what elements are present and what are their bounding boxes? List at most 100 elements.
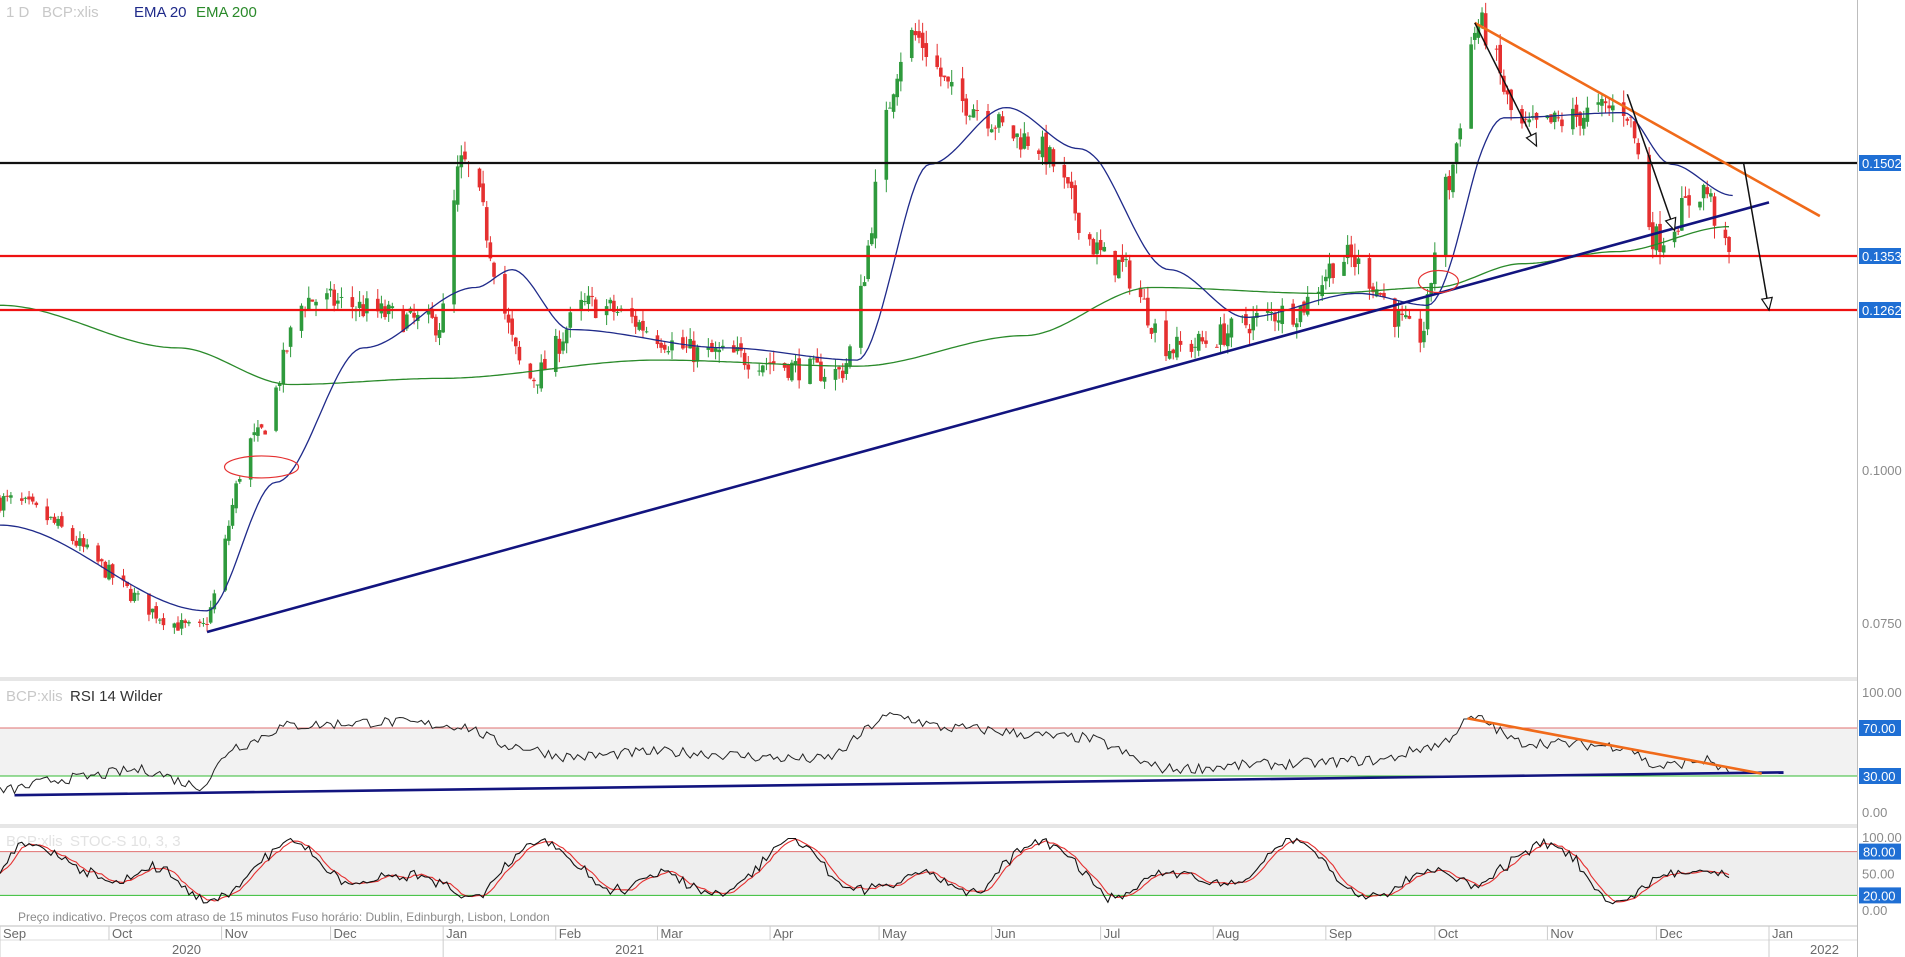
candle-body	[172, 623, 177, 628]
candle-body	[670, 340, 674, 351]
candle-body	[844, 363, 849, 374]
stoch-tick-label: 50.00	[1862, 867, 1895, 882]
candle-body	[899, 61, 903, 82]
candle-body	[583, 301, 587, 303]
candle-body	[85, 544, 89, 548]
candle-body	[1, 496, 6, 511]
ema200-line	[0, 226, 1729, 386]
candle-body	[713, 348, 718, 352]
rsi-panel[interactable]: BCP:xlis RSI 14 Wilder 70.00 30.00 100.00 0…	[0, 685, 1902, 820]
candle-body	[1705, 187, 1710, 195]
price-panel[interactable]: 1 D BCP:xlis EMA 20 EMA 200 0.1502 0.1353…	[0, 2, 1902, 636]
candle-body	[1193, 346, 1197, 348]
candle-body	[1523, 118, 1528, 120]
arrow-head	[1525, 132, 1538, 148]
candle-body	[590, 295, 594, 298]
candle-body	[1625, 118, 1630, 121]
candle-body	[1229, 318, 1234, 338]
candle-body	[357, 301, 362, 308]
candle-body	[208, 607, 213, 623]
footer-note: Preço indicativo. Preços com atraso de 1…	[18, 910, 550, 924]
candle-body	[1200, 337, 1205, 342]
candle-body	[310, 299, 315, 302]
candle-body	[909, 29, 914, 59]
candle-body	[1687, 195, 1691, 206]
panel-separator[interactable]	[0, 677, 1857, 681]
candle-body	[706, 346, 711, 350]
highlight-ellipse[interactable]	[1417, 269, 1460, 294]
candle-body	[288, 327, 293, 347]
candle-body	[1509, 89, 1513, 111]
level-badge	[1859, 155, 1901, 171]
rsi-level-badge	[1859, 720, 1901, 736]
candle-body	[99, 559, 104, 562]
support-trendline[interactable]	[206, 201, 1770, 634]
candle-body	[56, 518, 60, 526]
candle-body	[1015, 133, 1019, 137]
candle-body	[1305, 296, 1310, 315]
candle-body	[633, 315, 638, 327]
x-tick-label: Jan	[446, 926, 467, 941]
candle-body	[1698, 201, 1702, 208]
rsi-resistance-trendline[interactable]	[1467, 717, 1762, 775]
candle-body	[869, 233, 874, 245]
candle-body	[960, 78, 965, 102]
candle-body	[1294, 323, 1299, 328]
candle-body	[1316, 291, 1321, 294]
candle-body	[808, 358, 812, 384]
candle-body	[1327, 263, 1332, 279]
candle-body	[325, 293, 329, 300]
projection-arrow[interactable]	[1626, 93, 1676, 231]
projection-arrow[interactable]	[1742, 162, 1770, 311]
rsi-support-trendline[interactable]	[14, 771, 1784, 797]
candle-body	[426, 310, 431, 315]
candle-body	[1018, 137, 1023, 150]
stochastic-panel[interactable]: BCP:xlis STOC-S 10, 3, 3 Preço indicativ…	[0, 830, 1902, 924]
year-label: 2021	[615, 942, 644, 957]
candle-body	[1549, 114, 1553, 123]
candle-body	[746, 364, 751, 370]
highlight-ellipse[interactable]	[223, 455, 300, 479]
candle-body	[1189, 343, 1194, 352]
candle-body	[986, 110, 990, 129]
candle-body	[1400, 313, 1404, 315]
x-tick-label: Oct	[1438, 926, 1459, 941]
resistance-trendline[interactable]	[1474, 21, 1821, 218]
stoch-level-badge-text: 20.00	[1863, 888, 1896, 903]
candle-body	[179, 620, 184, 629]
candle-body	[23, 497, 28, 499]
candle-body	[328, 288, 333, 291]
candle-body	[586, 295, 591, 305]
candle-body	[1244, 314, 1248, 326]
level-badge-text: 0.1502	[1862, 156, 1902, 171]
candle-body	[1298, 305, 1303, 323]
candle-body	[1429, 283, 1433, 296]
candle-body	[1611, 105, 1615, 111]
candle-body	[1120, 255, 1125, 262]
panel-separator[interactable]	[0, 824, 1857, 828]
projection-arrow[interactable]	[1474, 22, 1538, 147]
candle-body	[365, 298, 369, 314]
rsi-level-badge	[1859, 768, 1901, 784]
rsi-tick-label: 100.00	[1862, 685, 1902, 700]
candle-body	[1138, 287, 1143, 298]
price-tick-label: 0.0750	[1862, 616, 1902, 631]
candle-body	[859, 285, 863, 348]
candle-body	[641, 320, 645, 331]
candle-body	[644, 331, 649, 333]
candle-body	[285, 350, 289, 352]
x-tick-label: Dec	[1659, 926, 1683, 941]
candle-body	[136, 593, 140, 595]
candle-body	[201, 622, 206, 624]
candle-body	[437, 330, 442, 338]
candle-body	[1422, 330, 1426, 343]
candle-body	[608, 299, 613, 304]
candle-body	[1629, 116, 1633, 118]
candle-body	[1022, 133, 1027, 149]
candle-body	[1574, 104, 1579, 117]
candle-body	[1371, 286, 1375, 293]
candle-body	[1443, 176, 1448, 257]
candle-body	[630, 308, 634, 317]
